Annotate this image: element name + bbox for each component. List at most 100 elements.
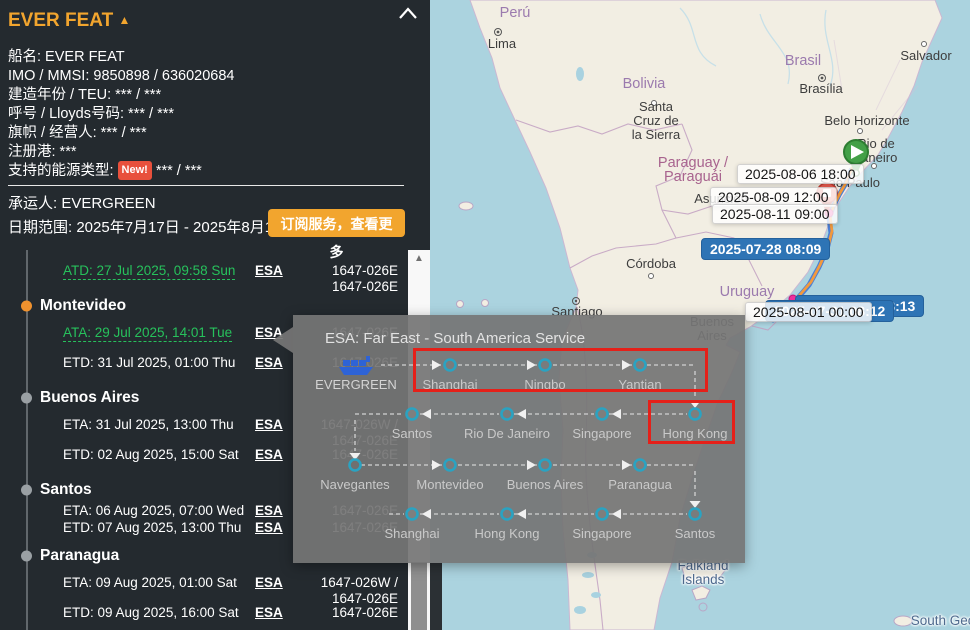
event-time-label: ETA: 31 Jul 2025, 13:00 Thu	[63, 417, 234, 432]
diagram-text: Paranagua	[608, 477, 672, 492]
flow-arrow-icon	[517, 509, 526, 519]
port-row: Montevideo	[0, 294, 408, 318]
flow-arrow-icon	[422, 509, 431, 519]
schedule-event-row: ETA: 09 Aug 2025, 01:00 Sat ESA 1647-026W …	[0, 568, 408, 606]
port-dot	[21, 550, 32, 562]
port-node-icon	[633, 358, 647, 372]
esa-service-link[interactable]: ESA	[255, 520, 283, 535]
port-dot	[21, 392, 32, 404]
vessel-info: 船名: EVER FEAT IMO / MMSI: 9850898 / 63602…	[8, 48, 235, 182]
flow-arrow-icon	[622, 360, 631, 370]
port-node-icon	[443, 458, 457, 472]
esa-service-link[interactable]: ESA	[255, 417, 283, 432]
map-label-brasilia: Brasília	[799, 81, 843, 96]
port-node-icon	[595, 507, 609, 521]
event-time-label[interactable]: ATD: 27 Jul 2025, 09:58 Sun	[63, 263, 236, 280]
panel-edge	[430, 563, 442, 630]
port-name: Santos	[40, 481, 92, 498]
flow-arrow-icon	[517, 409, 526, 419]
flow-arrow-icon	[432, 460, 441, 470]
carrier-line: 承运人: EVERGREEN	[8, 195, 156, 212]
port-node-icon	[633, 458, 647, 472]
energy-line: 支持的能源类型: New! *** / ***	[8, 161, 235, 182]
event-time-label: ETA: 09 Aug 2025, 01:00 Sat	[63, 575, 237, 590]
route-line-orange	[785, 166, 854, 309]
esa-service-link[interactable]: ESA	[255, 263, 283, 278]
esa-service-link[interactable]: ESA	[255, 447, 283, 462]
flow-down-arrow-icon	[349, 453, 361, 460]
flow-arrow-icon	[422, 409, 431, 419]
event-time-label: ETA: 06 Aug 2025, 07:00 Wed	[63, 503, 245, 518]
map-label-cordoba: Córdoba	[626, 256, 676, 271]
port-name: Paranagua	[40, 547, 120, 564]
port-node-icon	[688, 407, 702, 421]
diagram-text: Santos	[392, 426, 433, 441]
info-line: 呼号 / Lloyds号码: *** / ***	[8, 106, 174, 122]
divider	[8, 185, 404, 186]
info-line: 建造年份 / TEU: *** / ***	[8, 87, 162, 103]
diagram-text: EVERGREEN	[315, 377, 397, 392]
port-dot	[21, 300, 32, 312]
ship-icon	[339, 367, 373, 375]
diagram-text: Navegantes	[320, 477, 390, 492]
diagram-text: Montevideo	[416, 477, 483, 492]
map-label-belo: Belo Horizonte	[824, 113, 910, 128]
flow-arrow-icon	[527, 360, 536, 370]
energy-value: *** / ***	[155, 163, 202, 179]
tooltip-pointer	[273, 327, 293, 353]
voyage-number: 1647-026E	[331, 605, 398, 620]
subscribe-button[interactable]: 订阅服务，查看更多	[268, 209, 405, 260]
flow-down-arrow-icon	[689, 501, 701, 508]
port-node-icon	[443, 358, 457, 372]
port-name: Montevideo	[40, 297, 127, 314]
info-line: 旗帜 / 经营人: *** / ***	[8, 125, 147, 141]
port-node-icon	[688, 507, 702, 521]
diagram-text: Santos	[675, 526, 716, 541]
timestamp-label: 2025-08-01 00:00	[745, 302, 872, 322]
schedule-event-row: ATD: 27 Jul 2025, 09:58 Sun ESA 1647-026E 1…	[0, 256, 408, 294]
esa-service-link[interactable]: ESA	[255, 575, 283, 590]
vessel-title[interactable]: EVER FEAT ▲	[8, 10, 131, 31]
map-label-bolivia: Bolivia	[622, 76, 666, 92]
diagram-text: Hong Kong	[474, 526, 539, 541]
flow-arrow-icon	[612, 409, 621, 419]
diagram-text: Hong Kong	[662, 426, 727, 441]
voyage-number: 1647-026W /1647-026E	[320, 575, 398, 606]
diagram-text: Buenos Aires	[507, 477, 584, 492]
port-node-icon	[595, 407, 609, 421]
esa-service-link[interactable]: ESA	[255, 605, 283, 620]
flow-arrow-icon	[612, 509, 621, 519]
esa-service-tooltip: ESA: Far East - South America Service EVE…	[273, 315, 745, 563]
diagram-text: Shanghai	[423, 377, 478, 392]
flow-arrow-icon	[622, 460, 631, 470]
event-time-label[interactable]: ATA: 29 Jul 2025, 14:01 Tue	[63, 325, 233, 342]
rivers	[679, 7, 834, 87]
city-markers	[494, 28, 927, 305]
event-time-label: ETD: 02 Aug 2025, 15:00 Sat	[63, 447, 239, 462]
scrollbar-thumb[interactable]	[411, 562, 427, 630]
new-badge: New!	[117, 161, 152, 180]
diagram-text: Ningbo	[524, 377, 565, 392]
scroll-up-icon[interactable]: ▲	[414, 253, 424, 264]
state-borders	[833, 39, 919, 131]
diagram-text: Singapore	[572, 426, 631, 441]
timeline-line	[26, 250, 28, 630]
diagram-text: Rio De Janeiro	[464, 426, 550, 441]
timestamp-labels: 2025-08-06 18:00 2025-08-09 12:00 2025-08-…	[430, 0, 970, 630]
collapse-panel-icon[interactable]	[396, 5, 420, 23]
port-row: Buenos Aires	[0, 386, 408, 410]
port-node-icon	[405, 507, 419, 521]
port-dot	[21, 484, 32, 496]
map-label-santacruz: Santa Cruz de la Sierra	[631, 99, 681, 142]
timestamp-label: 2025-07-28 08:09	[701, 238, 831, 260]
energy-prefix: 支持的能源类型:	[8, 163, 114, 179]
flow-arrow-icon	[432, 360, 441, 370]
info-line: IMO / MMSI: 9850898 / 636020684	[8, 68, 235, 84]
esa-service-link[interactable]: ESA	[255, 503, 283, 518]
event-time-label: ETD: 09 Aug 2025, 16:00 Sat	[63, 605, 239, 620]
service-route-diagram: ESA: Far East - South America Service EVE…	[315, 330, 727, 541]
esa-service-link[interactable]: ESA	[255, 355, 283, 370]
event-time-label: ETD: 31 Jul 2025, 01:00 Thu	[63, 355, 236, 370]
tooltip-title: ESA: Far East - South America Service	[325, 330, 585, 347]
info-line: 注册港: ***	[8, 144, 77, 160]
